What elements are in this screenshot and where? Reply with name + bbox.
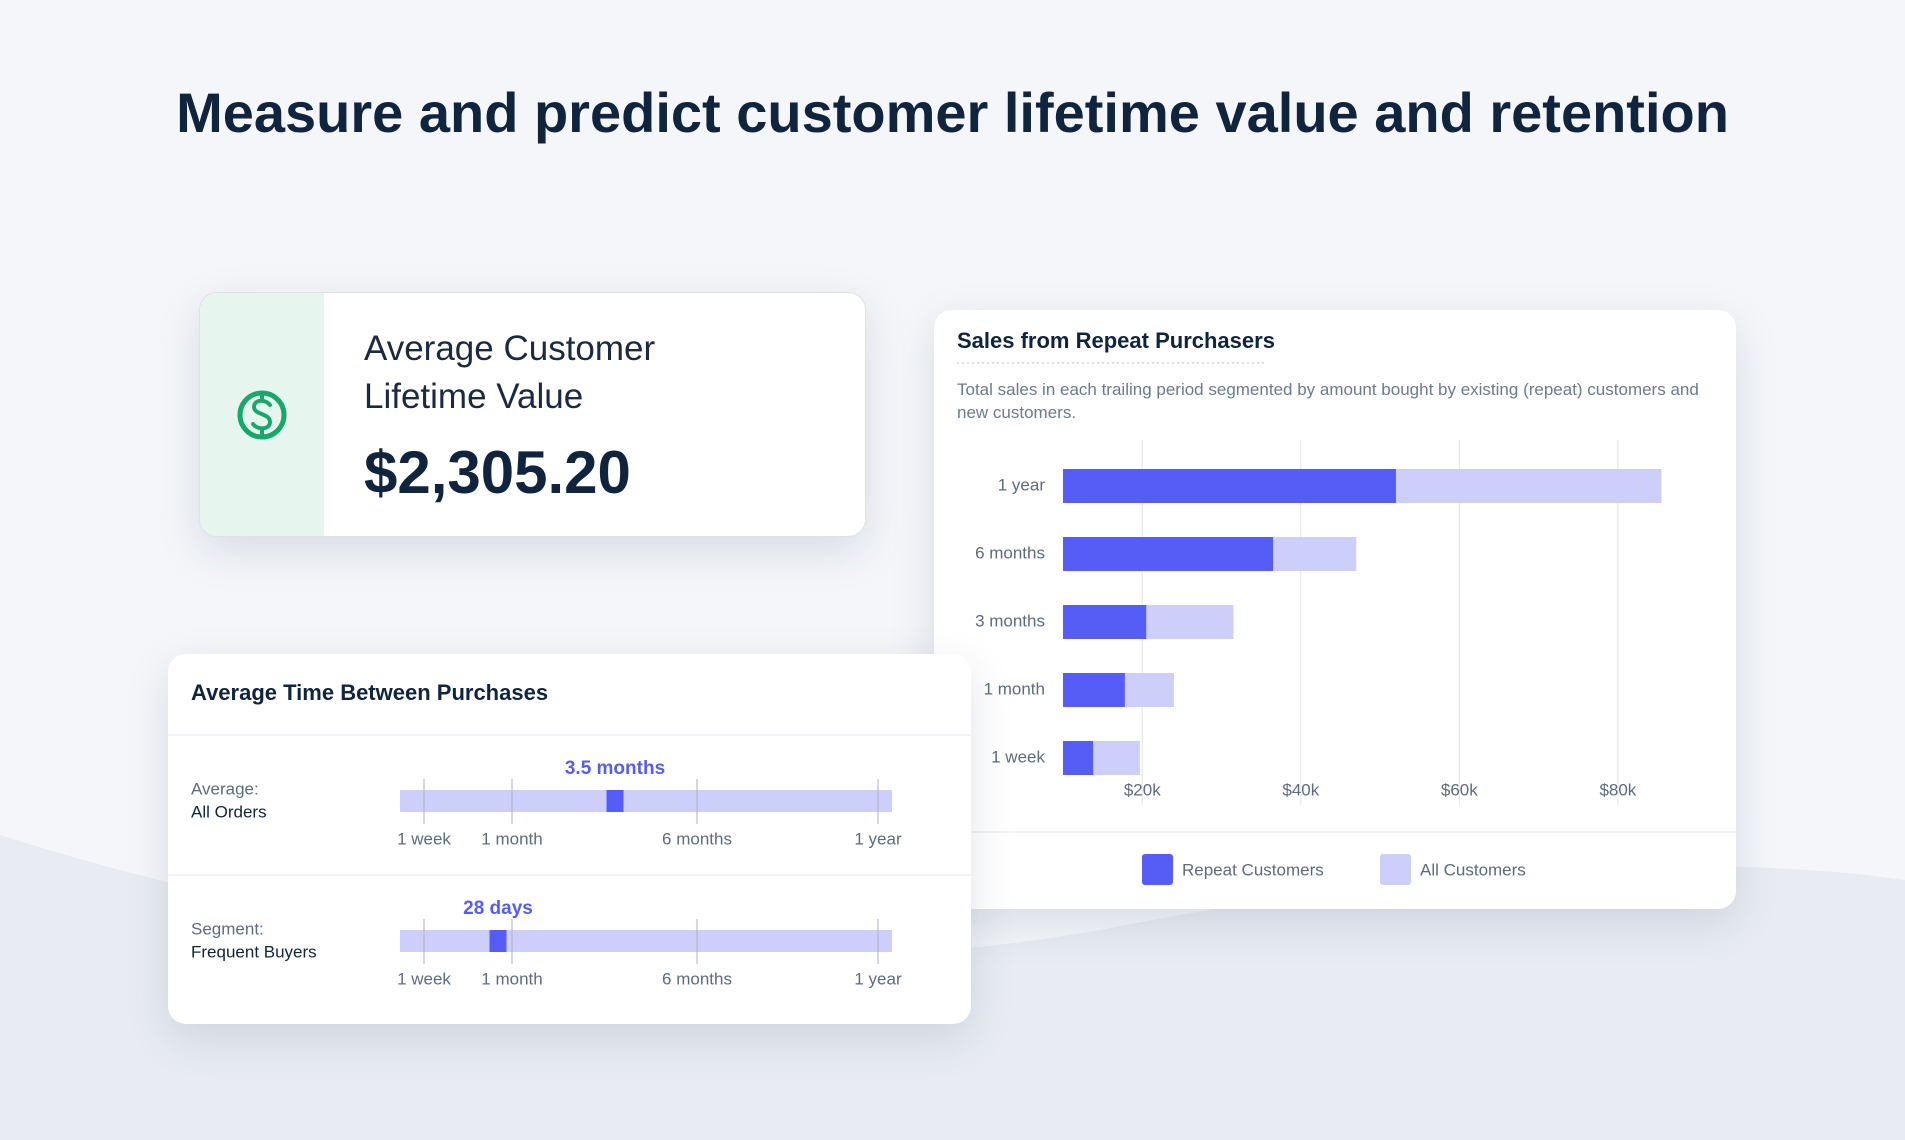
- ltv-title: Average Customer: [364, 329, 656, 368]
- ltv-value: $2,305.20: [364, 439, 631, 506]
- track: [400, 930, 892, 952]
- y-tick-label: 1 week: [991, 747, 1045, 766]
- y-tick-label: 3 months: [975, 611, 1045, 630]
- legend-label: Repeat Customers: [1182, 860, 1324, 879]
- bar: [1063, 469, 1396, 503]
- chart-title: Sales from Repeat Purchasers: [957, 328, 1275, 353]
- row-sublabel: Frequent Buyers: [191, 942, 317, 961]
- subtitle-box: Total sales in each trailing period segm…: [957, 380, 1699, 422]
- row-sublabel: All Orders: [191, 802, 267, 821]
- icon-dollar: [251, 393, 273, 437]
- scale-label: 1 week: [397, 969, 451, 988]
- x-tick-label: $40k: [1282, 780, 1319, 799]
- ltv-title: Lifetime Value: [364, 377, 584, 416]
- marker-label: 28 days: [463, 898, 533, 919]
- time-card: Average Time Between Purchases Average: A…: [168, 654, 971, 1024]
- headline: Measure and predict customer lifetime va…: [176, 81, 1729, 144]
- chart: Sales from Repeat Purchasers Total sales…: [934, 328, 1736, 885]
- scale-label: 1 week: [397, 829, 451, 848]
- card-title: Average Time Between Purchases: [191, 680, 548, 705]
- scale-label: 1 month: [481, 829, 542, 848]
- scale-label: 1 year: [854, 829, 902, 848]
- chart-subtitle: Total sales in each trailing period segm…: [957, 380, 1699, 422]
- row-label: Segment:: [191, 919, 264, 938]
- marker: [489, 930, 507, 952]
- marker: [606, 790, 624, 812]
- marker-label: 3.5 months: [565, 758, 665, 779]
- scale-label: 1 year: [854, 969, 902, 988]
- legend-label: All Customers: [1420, 860, 1526, 879]
- bar: [1063, 741, 1094, 775]
- chart-card: Sales from Repeat Purchasers Total sales…: [934, 310, 1736, 909]
- scale-label: 1 month: [481, 969, 542, 988]
- ltv-card: Average Customer Lifetime Value $2,305.2…: [199, 292, 866, 537]
- scale-label: 6 months: [662, 969, 732, 988]
- track: [400, 790, 892, 812]
- y-tick-label: 6 months: [975, 543, 1045, 562]
- bar: [1063, 673, 1125, 707]
- bar: [1063, 605, 1147, 639]
- legend-swatch: [1380, 854, 1411, 885]
- row-label: Average:: [191, 779, 259, 798]
- x-tick-label: $20k: [1124, 780, 1161, 799]
- scale-label: 6 months: [662, 829, 732, 848]
- bar: [1063, 537, 1274, 571]
- legend-swatch: [1142, 854, 1173, 885]
- time-chart: Average Time Between Purchases Average: A…: [168, 680, 971, 988]
- y-tick-label: 1 year: [998, 475, 1046, 494]
- dollar-icon: [237, 390, 287, 440]
- x-tick-label: $80k: [1599, 780, 1636, 799]
- y-tick-label: 1 month: [984, 679, 1045, 698]
- icon-band: [200, 293, 324, 536]
- x-tick-label: $60k: [1441, 780, 1478, 799]
